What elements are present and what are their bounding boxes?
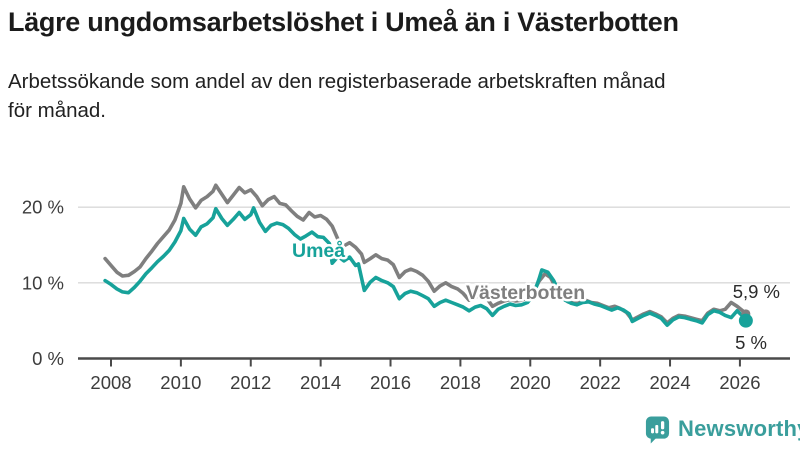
- y-tick-label: 20 %: [22, 197, 64, 218]
- x-tick-label: 2022: [580, 372, 621, 393]
- end-dot-umea: [738, 313, 753, 328]
- x-tick-label: 2024: [649, 372, 690, 393]
- x-tick-label: 2012: [230, 372, 271, 393]
- chart-subtitle-line2: för månad.: [8, 99, 106, 122]
- chart-subtitle: Arbetssökande som andel av den registerb…: [8, 67, 788, 125]
- newsworthy-logo: Newsworthy: [644, 413, 800, 445]
- x-tick-label: 2014: [300, 372, 341, 393]
- y-tick-label: 0 %: [32, 348, 64, 369]
- series-line-umea: [103, 206, 748, 328]
- x-tick-label: 2008: [90, 372, 131, 393]
- chart-subtitle-line1: Arbetssökande som andel av den registerb…: [8, 70, 666, 93]
- series-label-umea: Umeå: [292, 239, 345, 262]
- series-line-vasterbotten: [103, 183, 748, 325]
- end-value-label-vasterbotten: 5,9 %: [733, 281, 780, 302]
- chart-title: Lägre ungdomsarbetslöshet i Umeå än i Vä…: [8, 7, 679, 37]
- newsworthy-logo-icon: [645, 415, 670, 443]
- x-tick-label: 2026: [719, 372, 760, 393]
- series-label-vasterbotten: Västerbotten: [466, 282, 585, 304]
- x-tick-label: 2010: [160, 372, 201, 393]
- x-tick-label: 2020: [510, 372, 551, 393]
- newsworthy-logo-text: Newsworthy: [678, 416, 800, 441]
- x-tick-label: 2018: [440, 372, 481, 393]
- y-tick-label: 10 %: [22, 272, 64, 293]
- end-value-label-umea: 5 %: [735, 332, 767, 353]
- x-tick-label: 2016: [370, 372, 411, 393]
